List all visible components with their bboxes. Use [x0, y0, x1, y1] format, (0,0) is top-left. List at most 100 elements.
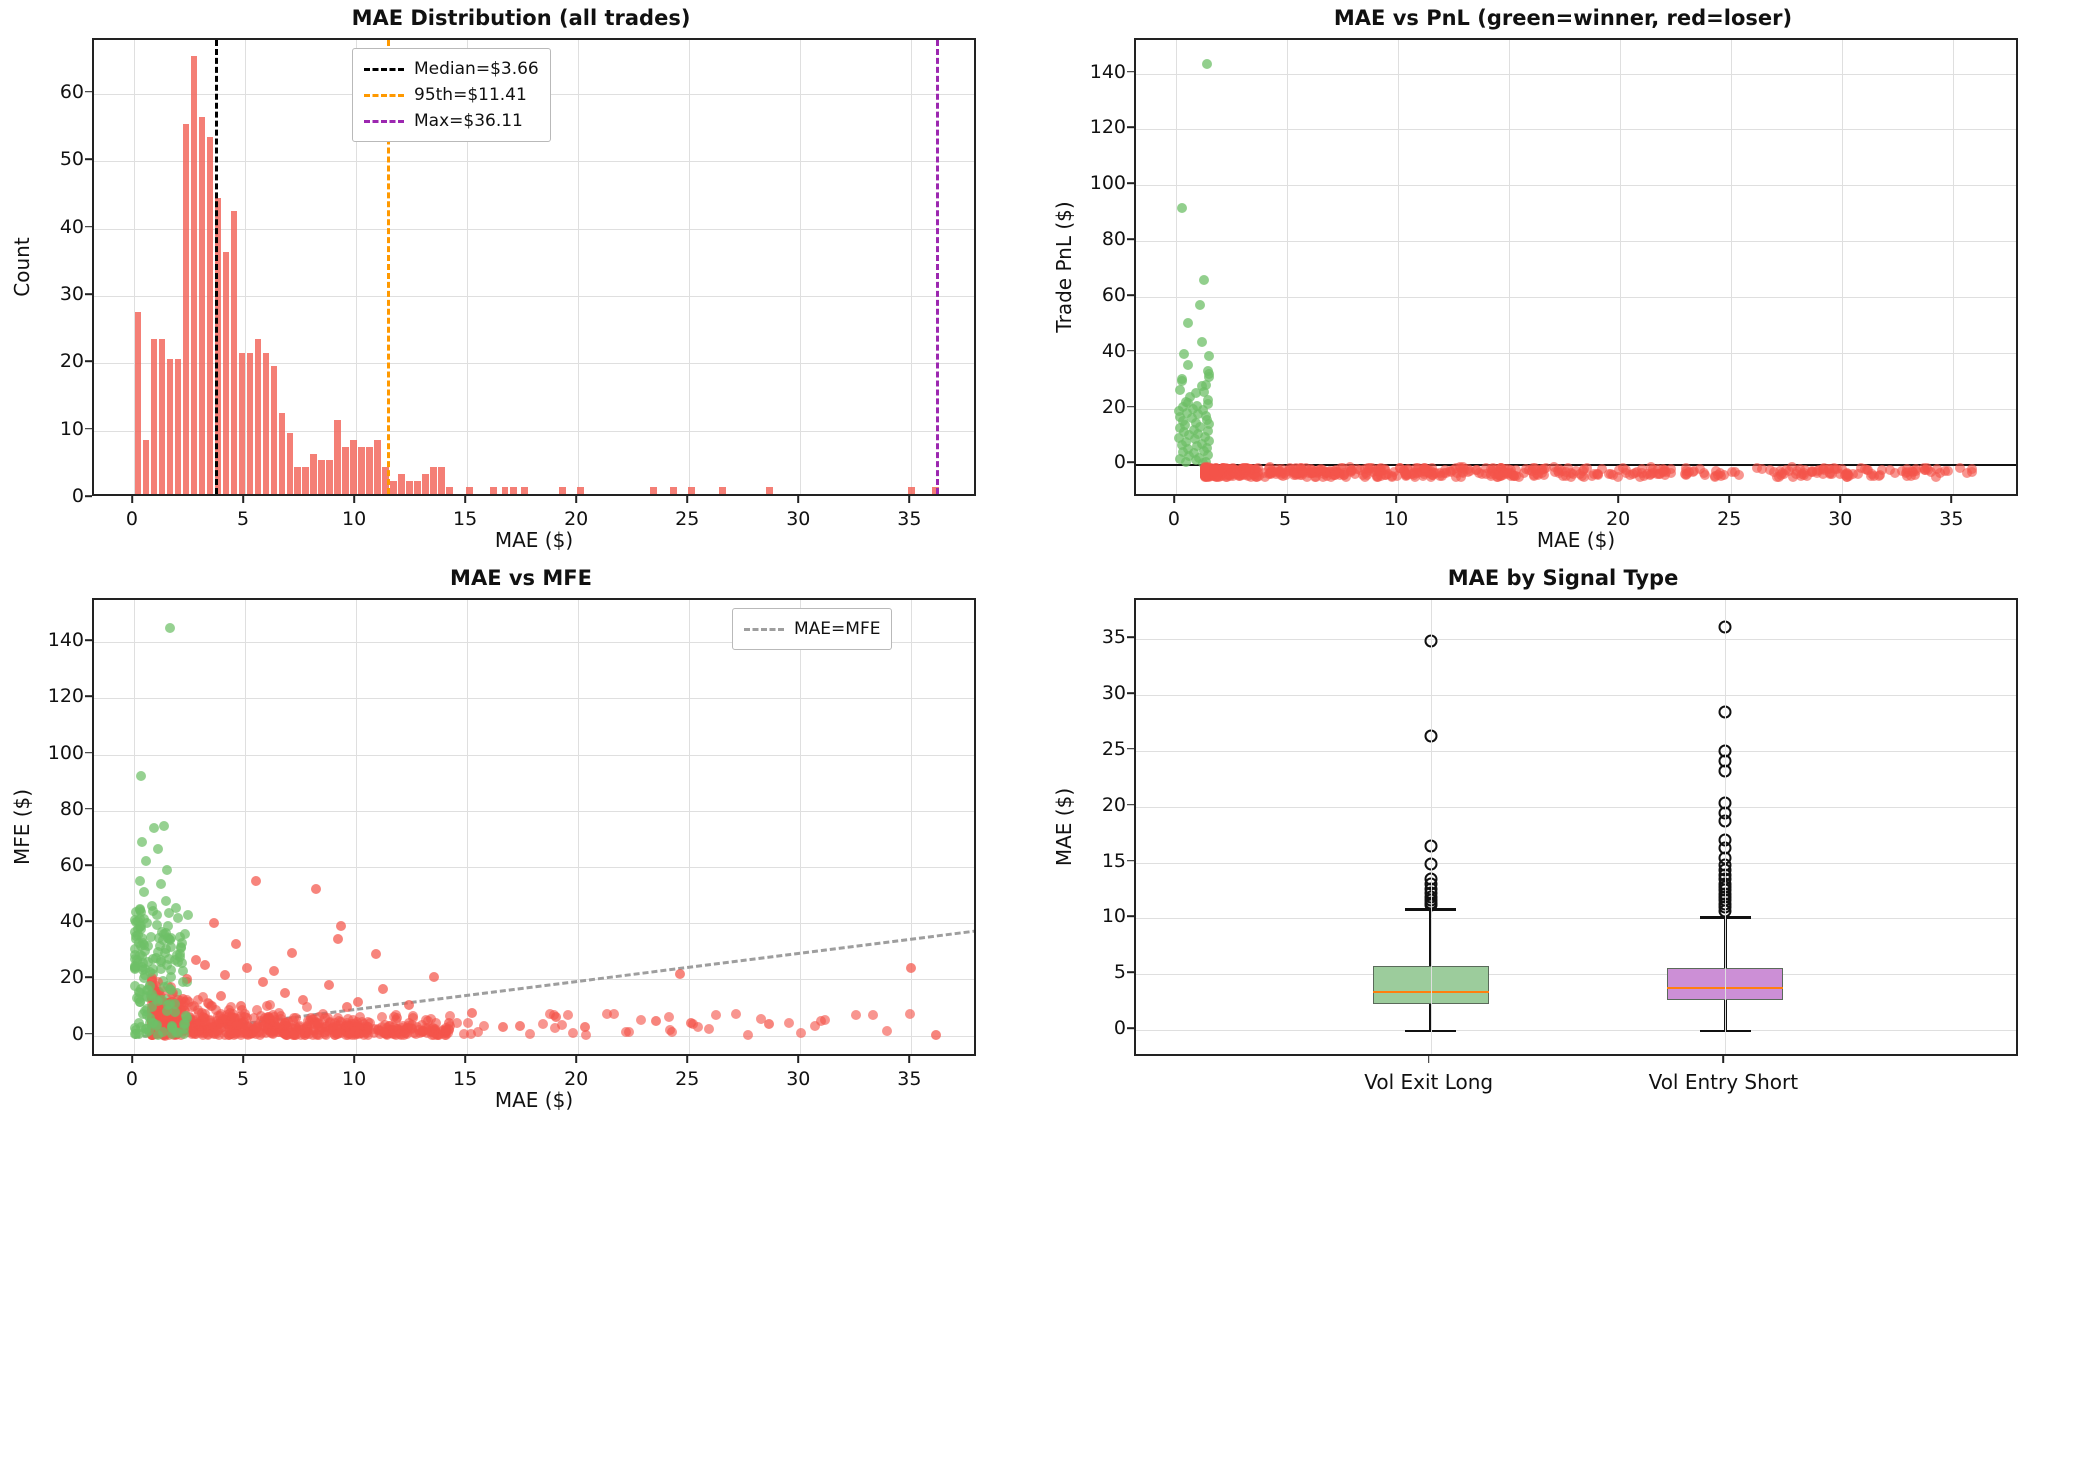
x-tick-label: 30	[786, 1068, 811, 1090]
y-tick-mark	[1127, 803, 1134, 806]
histogram-bar	[150, 339, 158, 494]
histogram-bar	[390, 480, 398, 494]
scatter-point-loser	[353, 996, 364, 1007]
scatter-point-winner	[1176, 439, 1187, 450]
histogram-bar	[366, 446, 374, 494]
scatter-point-loser	[200, 960, 211, 971]
scatter-point-loser	[1232, 467, 1243, 478]
scatter-point-loser	[904, 1009, 915, 1020]
legend-row: 95th=$11.41	[364, 82, 539, 108]
x-tick-label-category: Vol Entry Short	[1648, 1070, 1799, 1094]
scatter-point-winner	[138, 939, 149, 950]
gridline-horizontal	[1136, 241, 2016, 243]
scatter-point-loser	[377, 984, 388, 995]
scatter-point-winner	[180, 929, 191, 940]
y-tick-mark	[85, 427, 92, 430]
x-tick-label: 10	[341, 1068, 367, 1090]
histogram-bar	[206, 137, 214, 494]
scatter-point-loser	[265, 1028, 276, 1038]
x-tick-mark	[1395, 496, 1397, 503]
scatter-point-loser	[1243, 470, 1253, 481]
x-tick-label: 20	[564, 1068, 589, 1090]
histogram-bar	[398, 473, 406, 494]
x-tick-mark	[353, 496, 355, 503]
scatter-point-loser	[1200, 471, 1211, 482]
histogram-bar	[688, 487, 695, 494]
x-tick-mark	[1284, 496, 1286, 503]
legend-row: Max=$36.11	[364, 108, 539, 134]
y-tick-label: 20	[1101, 793, 1126, 816]
gridline-horizontal	[94, 754, 974, 756]
scatter-point-loser	[248, 1012, 259, 1023]
y-tick-mark	[85, 751, 92, 754]
scatter-point-winner	[134, 993, 145, 1004]
scatter-point-loser	[340, 1021, 351, 1032]
scatter-point-loser	[224, 1024, 235, 1035]
scatter-point-loser	[556, 1019, 567, 1030]
scatter-point-winner	[145, 1013, 156, 1024]
y-tick-mark	[85, 976, 92, 979]
legend-line-swatch	[364, 93, 404, 97]
scatter-point-winner	[141, 856, 152, 867]
scatter-point-loser	[422, 1015, 433, 1026]
histogram-bar	[490, 487, 498, 494]
x-tick-mark	[797, 496, 800, 503]
scatter-point-loser	[359, 1029, 369, 1040]
x-tick-mark	[908, 496, 911, 503]
gridline-horizontal	[1136, 862, 2016, 864]
gridline-horizontal	[1136, 1030, 2016, 1032]
scatter-point-winner	[130, 953, 141, 964]
y-tick-mark	[1127, 349, 1134, 352]
scatter-point-loser	[1208, 466, 1219, 477]
y-tick-label: 10	[1101, 905, 1126, 928]
scatter-point-loser	[303, 1015, 314, 1026]
scatter-point-loser	[664, 1024, 675, 1035]
scatter-point-loser	[1654, 468, 1665, 479]
panel-mae-by-signal: MAE by Signal Type MAE ($) 0 5 10 15 20 25 30 3…	[1042, 560, 2084, 1120]
scatter-point-winner	[135, 770, 146, 781]
scatter-point-loser	[731, 1008, 742, 1019]
x-tick-mark	[242, 1056, 244, 1063]
scatter-point-winner	[179, 1024, 190, 1035]
scatter-point-loser	[623, 1026, 634, 1037]
scatter-point-loser	[1568, 469, 1578, 480]
y-tick-label: 40	[59, 215, 84, 238]
y-tick-label: 50	[59, 148, 84, 171]
scatter-point-loser	[1835, 468, 1846, 479]
scatter-point-winner	[173, 912, 184, 923]
scatter-point-loser	[1537, 468, 1548, 478]
scatter-point-loser	[242, 1027, 253, 1038]
gridline-horizontal	[94, 866, 974, 868]
scatter-point-loser	[1597, 463, 1608, 474]
scatter-point-loser	[1967, 464, 1978, 475]
scatter-point-loser	[271, 1022, 282, 1033]
histogram-bar	[670, 487, 678, 494]
y-tick-mark	[85, 1032, 92, 1035]
scatter-point-winner	[148, 953, 159, 964]
scatter-point-loser	[231, 939, 242, 950]
scatter-point-loser	[466, 1029, 477, 1040]
scatter-point-winner	[142, 918, 153, 929]
scatter-point-loser	[1276, 463, 1287, 474]
histogram-bar	[465, 487, 473, 494]
y-tick-label: 40	[59, 910, 84, 933]
gridline-vertical	[467, 600, 469, 1054]
scatter-point-winner	[136, 950, 147, 961]
scatter-point-loser	[301, 1002, 312, 1013]
scatter-point-loser	[1867, 469, 1878, 480]
scatter-point-winner	[1187, 403, 1198, 414]
scatter-point-loser	[227, 1008, 238, 1019]
y-tick-label: 10	[59, 417, 84, 440]
gridline-vertical	[1953, 40, 1955, 494]
scatter-point-winner	[133, 1018, 144, 1029]
vline-max	[936, 40, 940, 494]
scatter-point-loser	[693, 1022, 704, 1033]
scatter-point-loser	[355, 1012, 366, 1023]
scatter-point-loser	[404, 999, 415, 1010]
y-tick-mark	[1127, 182, 1134, 185]
histogram-bar	[158, 339, 166, 494]
scatter-point-loser	[538, 1019, 549, 1030]
scatter-point-loser	[563, 1010, 574, 1021]
scatter-point-winner	[1174, 406, 1185, 417]
scatter-point-winner	[176, 941, 187, 952]
